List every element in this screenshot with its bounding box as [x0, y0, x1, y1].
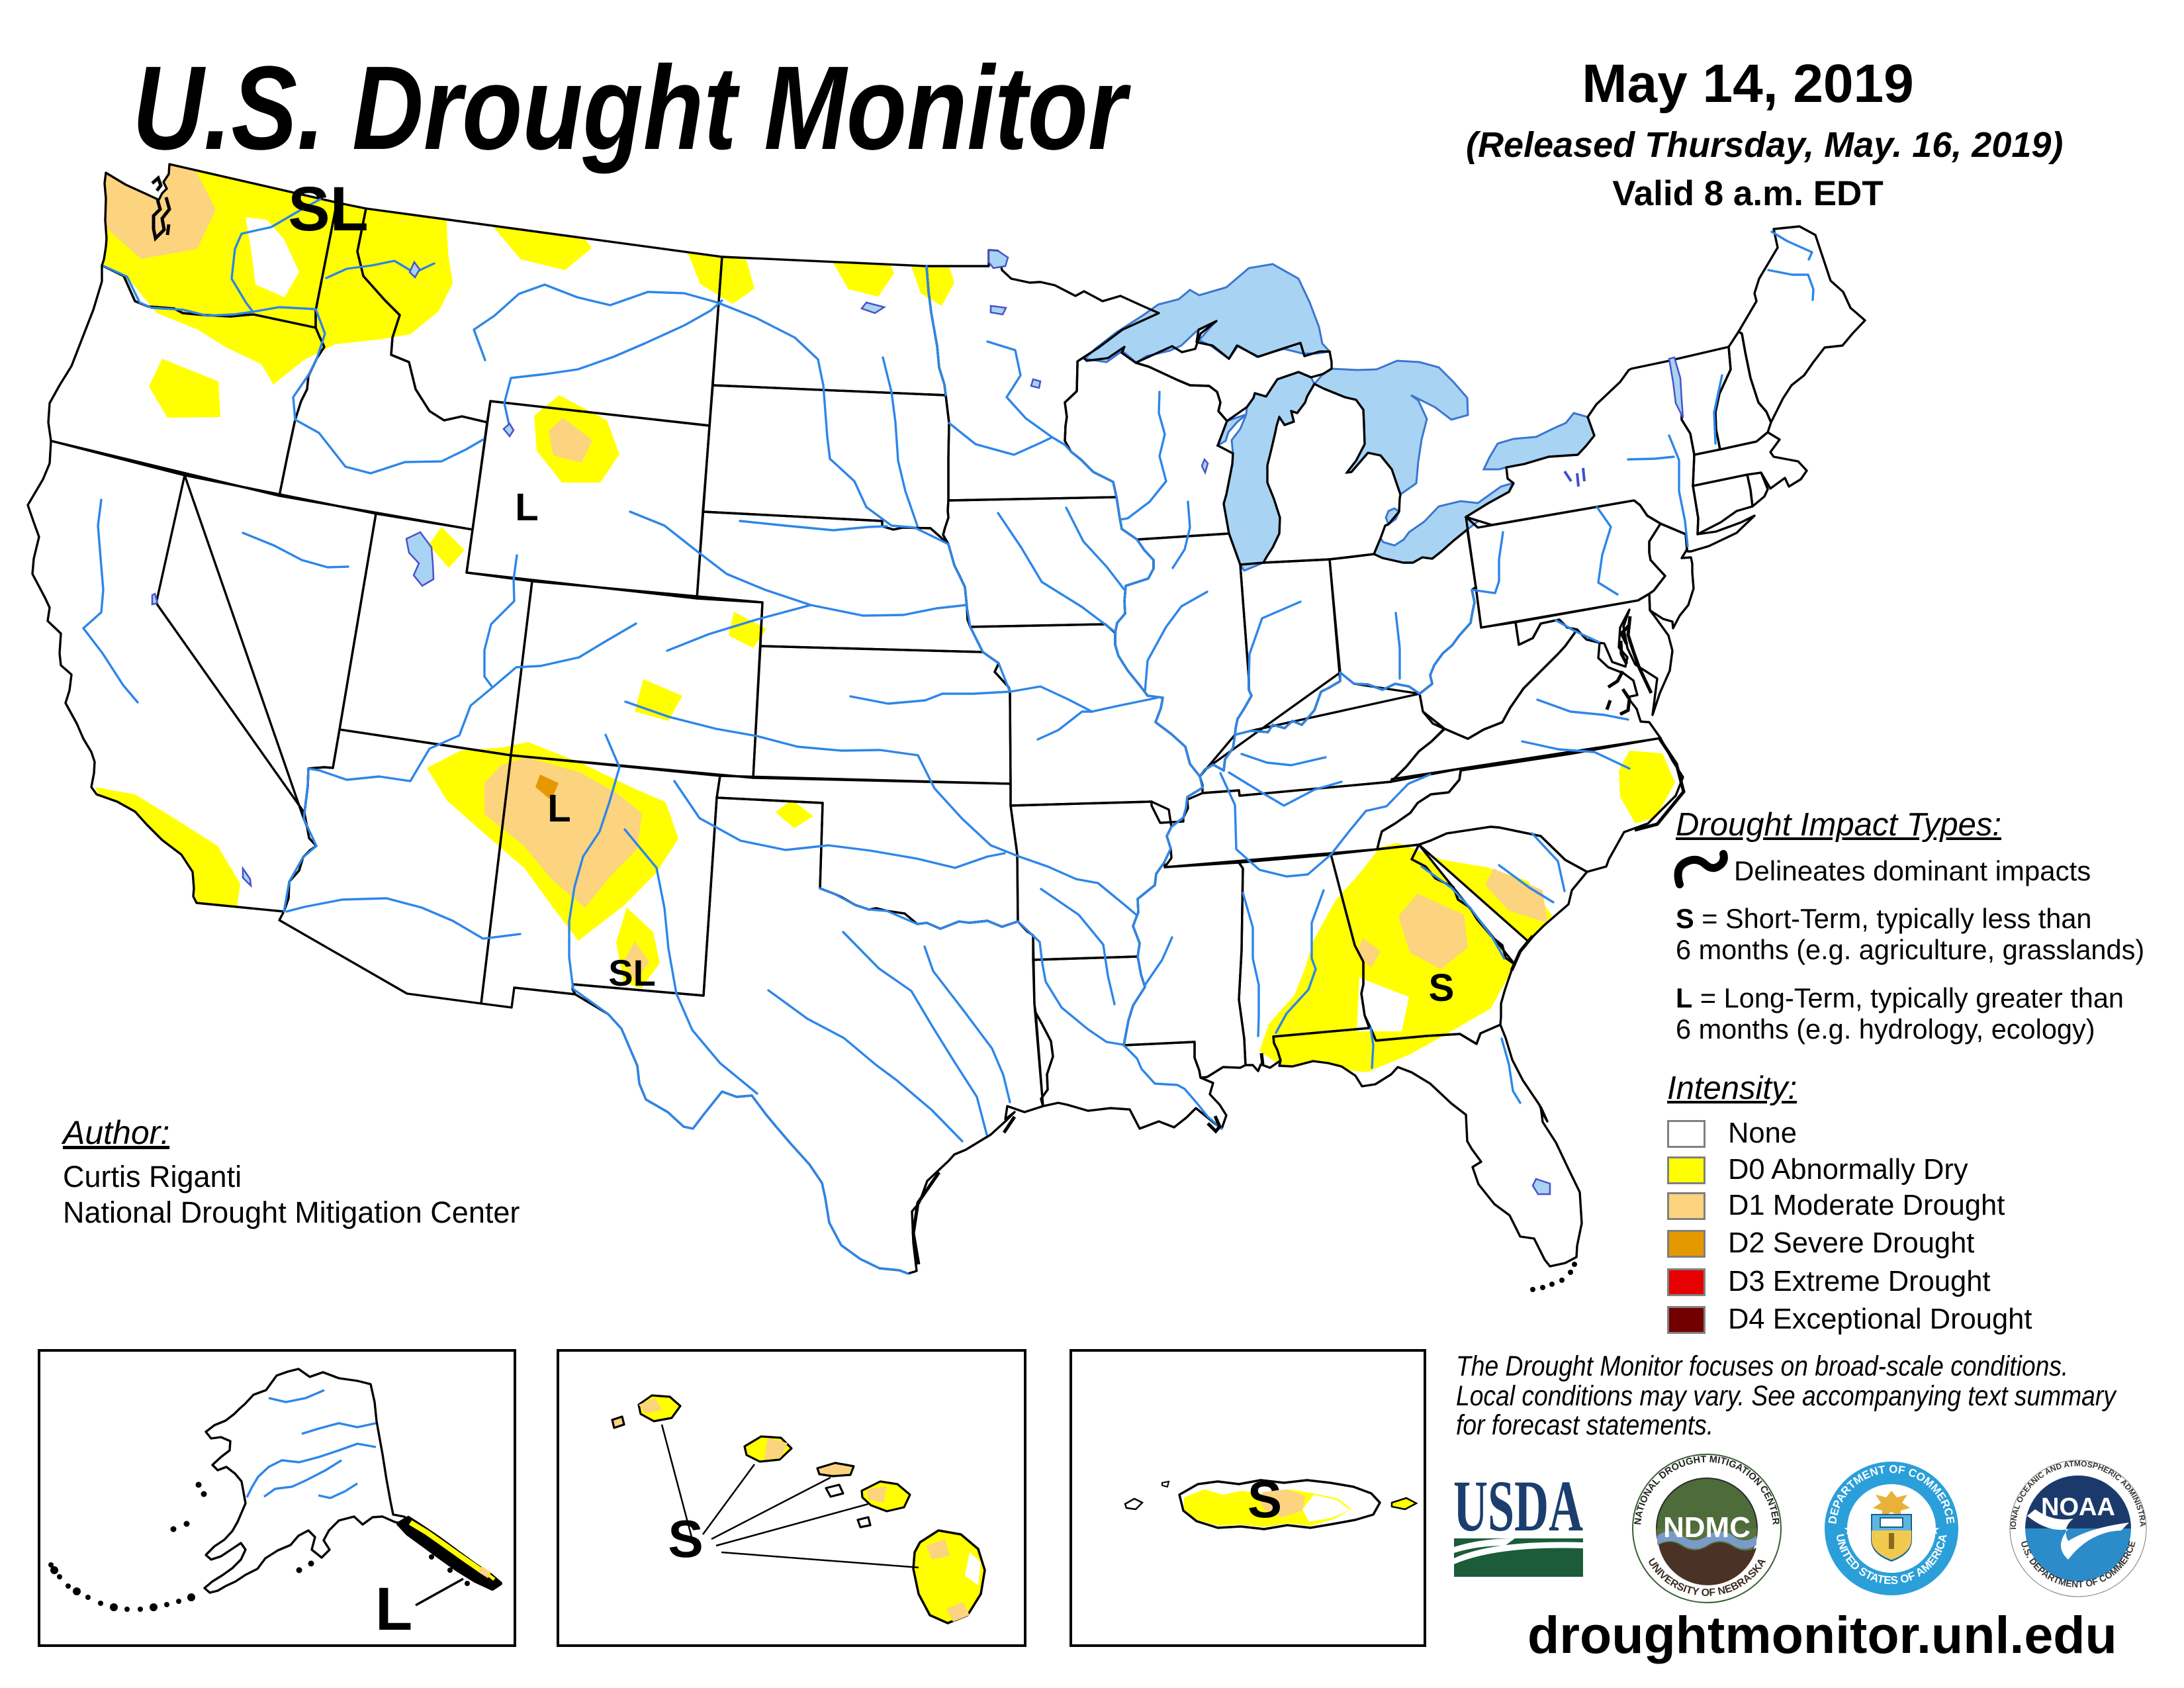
svg-text:★: ★ — [1843, 1521, 1856, 1538]
svg-text:L: L — [515, 486, 538, 529]
svg-text:L: L — [375, 1575, 412, 1643]
svg-text:L: L — [547, 787, 570, 830]
svg-text:SL: SL — [608, 952, 656, 994]
svg-text:S: S — [668, 1509, 703, 1568]
svg-text:NOAA: NOAA — [2041, 1493, 2115, 1521]
svg-text:S: S — [1429, 966, 1455, 1009]
svg-text:S: S — [1248, 1470, 1282, 1528]
svg-text:SL: SL — [288, 174, 368, 244]
svg-text:NDMC: NDMC — [1663, 1511, 1751, 1544]
svg-text:USDA: USDA — [1453, 1466, 1583, 1546]
svg-text:★: ★ — [1927, 1521, 1940, 1538]
